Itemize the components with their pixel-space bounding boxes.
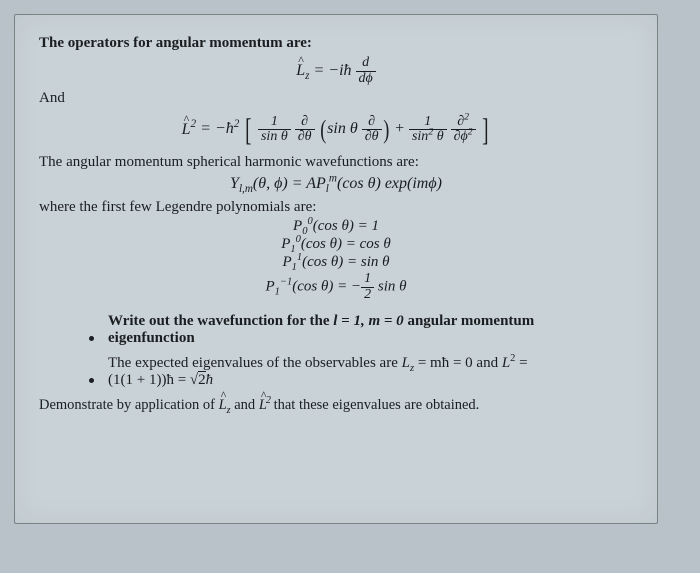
legendre-1: P10(cos θ) = cos θ — [39, 236, 633, 253]
eq-lz: L̂Lz = −iħ ddϕ — [39, 56, 633, 86]
footer-demonstrate: Demonstrate by application of Lz and L2 … — [39, 397, 633, 414]
bullet-1: Write out the wavefunction for the l = 1… — [39, 313, 633, 347]
eq-l2: L2 = −ħ2 [ 1sin θ ∂∂θ (sin θ ∂∂θ) + 1sin… — [39, 111, 633, 148]
bullet-dot-icon — [89, 336, 94, 341]
section-legendre: where the first few Legendre polynomials… — [39, 199, 633, 216]
legendre-2: P11(cos θ) = sin θ — [39, 254, 633, 271]
legendre-3: P1−1(cos θ) = −12 sin θ — [39, 272, 633, 302]
and-label: And — [39, 90, 633, 107]
bullet-2: The expected eigenvalues of the observab… — [39, 355, 633, 389]
eq-ylm: Yl,m(θ, ϕ) = APlm(cos θ) exp(imϕ) — [39, 175, 633, 193]
title: The operators for angular momentum are: — [39, 35, 633, 52]
section-wavefunctions: The angular momentum spherical harmonic … — [39, 154, 633, 171]
legendre-0: P00(cos θ) = 1 — [39, 218, 633, 235]
bullet-dot-icon — [89, 378, 94, 383]
document-page: The operators for angular momentum are: … — [14, 14, 658, 524]
